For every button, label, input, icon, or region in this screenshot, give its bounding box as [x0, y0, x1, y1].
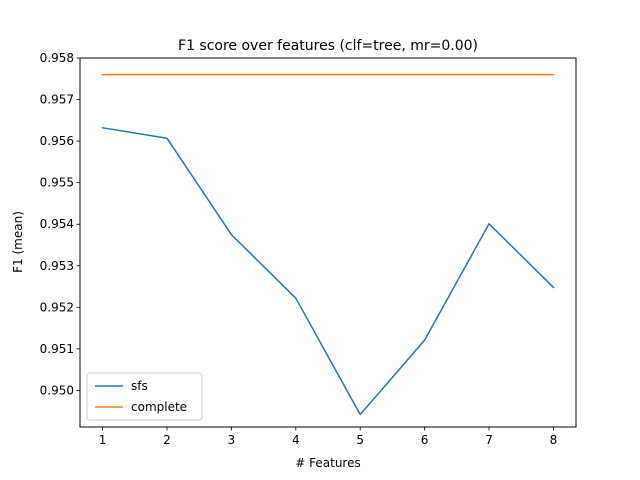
- y-tick-label: 0.953: [40, 259, 74, 273]
- y-tick-label: 0.958: [40, 51, 74, 65]
- y-tick-label: 0.956: [40, 134, 74, 148]
- x-axis-label: # Features: [295, 456, 360, 470]
- y-tick-label: 0.957: [40, 93, 74, 107]
- legend-label-sfs: sfs: [131, 379, 148, 393]
- x-tick-label: 8: [550, 433, 558, 447]
- legend: sfs complete: [86, 372, 203, 421]
- legend-box: [86, 372, 203, 421]
- x-axis: 1 2 3 4 5 6 7 8: [99, 427, 558, 447]
- y-tick-label: 0.954: [40, 217, 74, 231]
- chart-title: F1 score over features (clf=tree, mr=0.0…: [178, 38, 478, 54]
- y-axis: 0.950 0.951 0.952 0.953 0.954 0.955 0.956 0.957…: [40, 51, 80, 397]
- plot-frame: [79, 57, 577, 428]
- y-tick-label: 0.955: [40, 176, 74, 190]
- x-tick-label: 4: [292, 433, 300, 447]
- plot-area: [101, 73, 555, 416]
- x-tick-label: 7: [485, 433, 493, 447]
- x-tick-label: 3: [228, 433, 236, 447]
- legend-label-complete: complete: [131, 400, 187, 414]
- x-tick-label: 6: [421, 433, 429, 447]
- x-tick-label: 1: [99, 433, 107, 447]
- y-tick-label: 0.951: [40, 342, 74, 356]
- y-axis-label: F1 (mean): [11, 211, 25, 273]
- x-tick-label: 5: [356, 433, 364, 447]
- y-tick-label: 0.950: [40, 383, 74, 397]
- y-tick-label: 0.952: [40, 300, 74, 314]
- series-line-sfs: [101, 126, 555, 416]
- x-tick-label: 2: [163, 433, 171, 447]
